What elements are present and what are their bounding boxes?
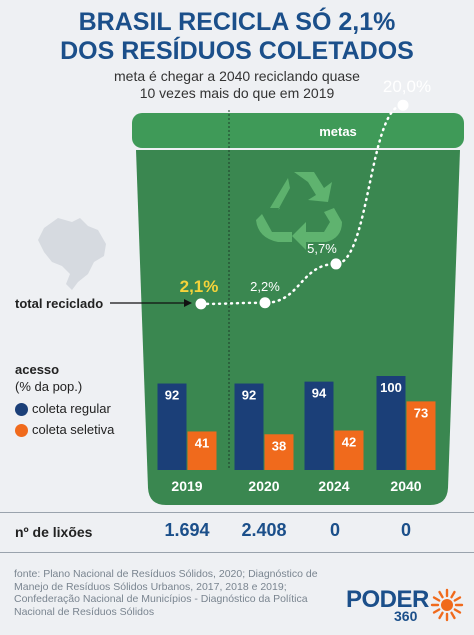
- sun-ray: [453, 596, 462, 602]
- line-label-2024: 5,7%: [307, 241, 337, 256]
- bar-regular-2020: [234, 383, 264, 470]
- subtitle-line-2: 10 vezes mais do que em 2019: [139, 85, 335, 101]
- bar-seletiva-2020: [264, 434, 294, 470]
- divider-top: [0, 512, 474, 513]
- bar-regular-label-2019: 92: [165, 388, 179, 403]
- lixoes-value-2020: 2.408: [241, 520, 287, 540]
- title-line-1: BRASIL RECICLA SÓ 2,1%: [78, 8, 396, 36]
- line-point-2024: [330, 258, 342, 270]
- sun-ray: [432, 608, 441, 614]
- bar-regular-2024: [304, 381, 334, 470]
- lixoes-label: nº de lixões: [15, 524, 93, 540]
- legend-regular-dot: [15, 403, 28, 416]
- line-label-2040: 20,0%: [383, 77, 431, 96]
- sun-ray: [450, 611, 456, 620]
- bar-seletiva-2040: [406, 401, 436, 470]
- bar-seletiva-label-2024: 42: [342, 435, 356, 450]
- sun-burst-icon: [430, 588, 464, 622]
- source-line-3: Confederação Nacional de Municípios - Di…: [14, 593, 308, 605]
- lixoes-value-2024: 0: [329, 520, 340, 540]
- total-reciclado-label: total reciclado: [15, 296, 104, 311]
- bar-seletiva-label-2020: 38: [272, 438, 286, 453]
- source-line-1: fonte: Plano Nacional de Resíduos Sólido…: [14, 568, 318, 580]
- total-reciclado-line: [199, 103, 405, 306]
- year-label-2024: 2024: [318, 478, 349, 494]
- legend-seletiva-label: coleta seletiva: [32, 422, 115, 437]
- bar-regular-label-2024: 94: [312, 386, 327, 401]
- line-label-2019: 2,1%: [180, 277, 219, 296]
- sun-ray: [432, 596, 441, 602]
- chart-svg: metas 92 41 92 38 94 42 100 73 2,1% 2,2% 5,7% 20,0…: [38, 77, 464, 505]
- brazil-map-icon: [38, 218, 106, 290]
- lixoes-value-2040: 0: [400, 520, 411, 540]
- year-label-2040: 2040: [390, 478, 421, 494]
- logo-number: 360: [394, 608, 418, 624]
- year-label-2020: 2020: [248, 478, 279, 494]
- bar-seletiva-label-2040: 73: [414, 405, 428, 420]
- year-label-2019: 2019: [171, 478, 202, 494]
- poder360-logo: PODER 360: [346, 586, 466, 626]
- source-line-2: Manejo de Resíduos Sólidos Urbanos, 2017…: [14, 580, 287, 593]
- line-label-2020: 2,2%: [250, 279, 280, 294]
- bar-regular-2019: [157, 383, 187, 470]
- lixoes-value-2019: 1.694: [164, 520, 210, 540]
- subtitle-line-1: meta é chegar a 2040 reciclando quase: [114, 68, 360, 84]
- logo-text: PODER: [346, 586, 429, 613]
- legend-regular-label: coleta regular: [32, 401, 111, 416]
- acesso-label: acesso: [15, 362, 60, 377]
- legend-seletiva-dot: [15, 424, 28, 437]
- divider-bottom: [0, 552, 474, 553]
- sun-ray: [453, 608, 462, 614]
- total-reciclado-arrowhead: [184, 299, 192, 307]
- pct-pop-label: (% da pop.): [15, 379, 83, 394]
- bar-seletiva-label-2019: 41: [195, 435, 209, 450]
- bar-regular-label-2020: 92: [242, 388, 256, 403]
- source-text: fonte: Plano Nacional de Resíduos Sólido…: [14, 568, 334, 618]
- bar-regular-2040: [376, 376, 406, 470]
- bar-seletiva-2024: [334, 430, 364, 470]
- bin-lid: [132, 113, 464, 148]
- line-point-2019: [195, 298, 207, 310]
- sun-ray: [450, 590, 456, 599]
- bar-regular-label-2040: 100: [380, 380, 402, 395]
- bar-seletiva-2019: [187, 431, 217, 470]
- metas-label: metas: [319, 124, 357, 139]
- source-line-4: Nacional de Resíduos Sólidos: [14, 605, 155, 618]
- line-point-2040: [397, 99, 409, 111]
- recycle-icon: [256, 172, 342, 250]
- title-line-2: DOS RESÍDUOS COLETADOS: [60, 37, 414, 65]
- line-point-2020: [259, 297, 271, 309]
- sun-ray: [438, 611, 444, 620]
- sun-ray: [438, 590, 444, 599]
